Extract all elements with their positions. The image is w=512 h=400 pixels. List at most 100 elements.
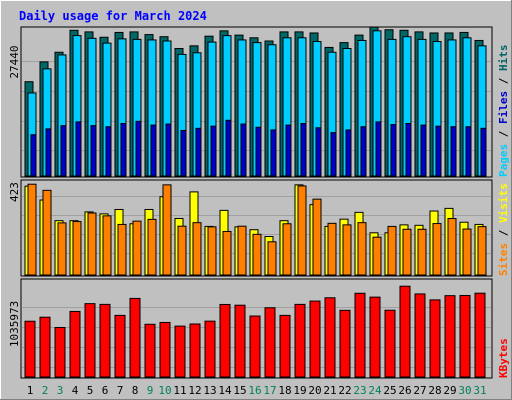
bar-pages-2 [45, 128, 52, 177]
bar-kbytes-8 [129, 297, 141, 378]
x-tick-label: 2 [42, 384, 49, 397]
bar-sites-25 [387, 225, 397, 276]
bar-pages-16 [255, 126, 262, 177]
bar-pages-15 [240, 123, 247, 177]
bar-kbytes-18 [279, 314, 291, 378]
bar-kbytes-4 [69, 310, 81, 378]
bar-kbytes-21 [324, 297, 336, 378]
bar-pages-20 [315, 127, 322, 177]
bar-sites-3 [57, 222, 67, 276]
legend-kbytes: KBytes [497, 338, 510, 378]
x-tick-label: 17 [263, 384, 276, 397]
x-tick-label: 25 [383, 384, 396, 397]
x-tick-label: 30 [458, 384, 471, 397]
x-tick-label: 4 [72, 384, 79, 397]
x-tick-label: 10 [158, 384, 171, 397]
bar-kbytes-28 [429, 299, 441, 378]
bar-pages-11 [180, 129, 187, 177]
x-tick-label: 1 [27, 384, 34, 397]
bar-pages-17 [270, 129, 277, 177]
bar-sites-4 [72, 221, 82, 276]
legend-files: Files [497, 91, 510, 124]
bar-kbytes-25 [384, 309, 396, 378]
bar-sites-16 [252, 233, 262, 276]
x-tick-label: 8 [132, 384, 139, 397]
legend-hits: Hits [497, 45, 510, 72]
bar-kbytes-2 [39, 316, 51, 378]
bar-sites-20 [312, 198, 322, 276]
bar-pages-28 [435, 125, 442, 177]
bar-pages-23 [360, 126, 367, 177]
bar-sites-10 [162, 184, 172, 276]
legend-pages: Pages [497, 144, 510, 177]
bar-pages-30 [465, 126, 472, 177]
legend-visits: Visits [497, 183, 510, 223]
bar-sites-1 [27, 183, 37, 276]
bar-kbytes-24 [369, 296, 381, 378]
bar-pages-21 [330, 132, 337, 177]
bar-kbytes-5 [84, 303, 96, 378]
bar-sites-24 [372, 236, 382, 276]
bar-pages-31 [480, 127, 487, 177]
bar-sites-27 [417, 228, 427, 276]
bar-sites-13 [207, 226, 217, 276]
bar-pages-29 [450, 126, 457, 177]
chart-title: Daily usage for March 2024 [19, 9, 207, 23]
bar-sites-21 [327, 222, 337, 276]
x-tick-label: 22 [338, 384, 351, 397]
bar-kbytes-22 [339, 309, 351, 378]
x-tick-label: 18 [278, 384, 291, 397]
x-tick-label: 19 [293, 384, 306, 397]
x-tick-label: 23 [353, 384, 366, 397]
bar-kbytes-23 [354, 292, 366, 378]
bar-sites-22 [342, 224, 352, 276]
bar-sites-23 [357, 222, 367, 276]
bar-pages-7 [120, 123, 127, 177]
bar-sites-11 [177, 225, 187, 276]
bar-sites-17 [267, 241, 277, 276]
bar-sites-31 [477, 226, 487, 276]
bar-sites-9 [147, 218, 157, 276]
x-tick-label: 12 [188, 384, 201, 397]
bar-kbytes-9 [144, 323, 156, 378]
bar-kbytes-29 [444, 295, 456, 378]
x-tick-label: 24 [368, 384, 382, 397]
bar-pages-3 [60, 125, 67, 177]
bar-sites-6 [102, 215, 112, 276]
legend-sites: Sites [497, 243, 510, 276]
x-tick-label: 28 [428, 384, 441, 397]
bar-pages-1 [30, 134, 37, 177]
bar-pages-5 [90, 125, 97, 177]
bar-sites-26 [402, 228, 412, 276]
ymax-label-kbytes: 1035973 [8, 301, 21, 347]
bar-kbytes-11 [174, 325, 186, 378]
x-tick-label: 13 [203, 384, 216, 397]
bar-pages-8 [135, 120, 142, 177]
x-tick-label: 21 [323, 384, 336, 397]
x-tick-label: 3 [57, 384, 64, 397]
bar-pages-13 [210, 125, 217, 177]
bar-pages-9 [150, 124, 157, 177]
bar-sites-28 [432, 223, 442, 276]
bar-kbytes-3 [54, 326, 66, 378]
bar-kbytes-13 [204, 320, 216, 378]
bars [24, 26, 487, 378]
x-tick-label: 14 [218, 384, 232, 397]
bar-sites-12 [192, 222, 202, 276]
bar-pages-22 [345, 129, 352, 177]
bar-kbytes-10 [159, 321, 171, 378]
ymax-label-hits: 27440 [8, 45, 21, 78]
bar-pages-12 [195, 127, 202, 177]
bar-kbytes-19 [294, 303, 306, 378]
bar-kbytes-31 [474, 292, 486, 378]
x-tick-label: 5 [87, 384, 94, 397]
bar-pages-26 [405, 123, 412, 177]
x-axis-labels: 1 2 3 4 5 6 7 8 9 10 11 12 13 14 15 16 17 18 19 20 21 22 23 24 2… [27, 384, 487, 397]
bar-kbytes-15 [234, 304, 246, 378]
bar-pages-10 [165, 123, 172, 177]
svg-text:KBytes: KBytes [497, 338, 510, 378]
bar-sites-2 [42, 189, 52, 276]
bar-pages-14 [225, 119, 232, 177]
